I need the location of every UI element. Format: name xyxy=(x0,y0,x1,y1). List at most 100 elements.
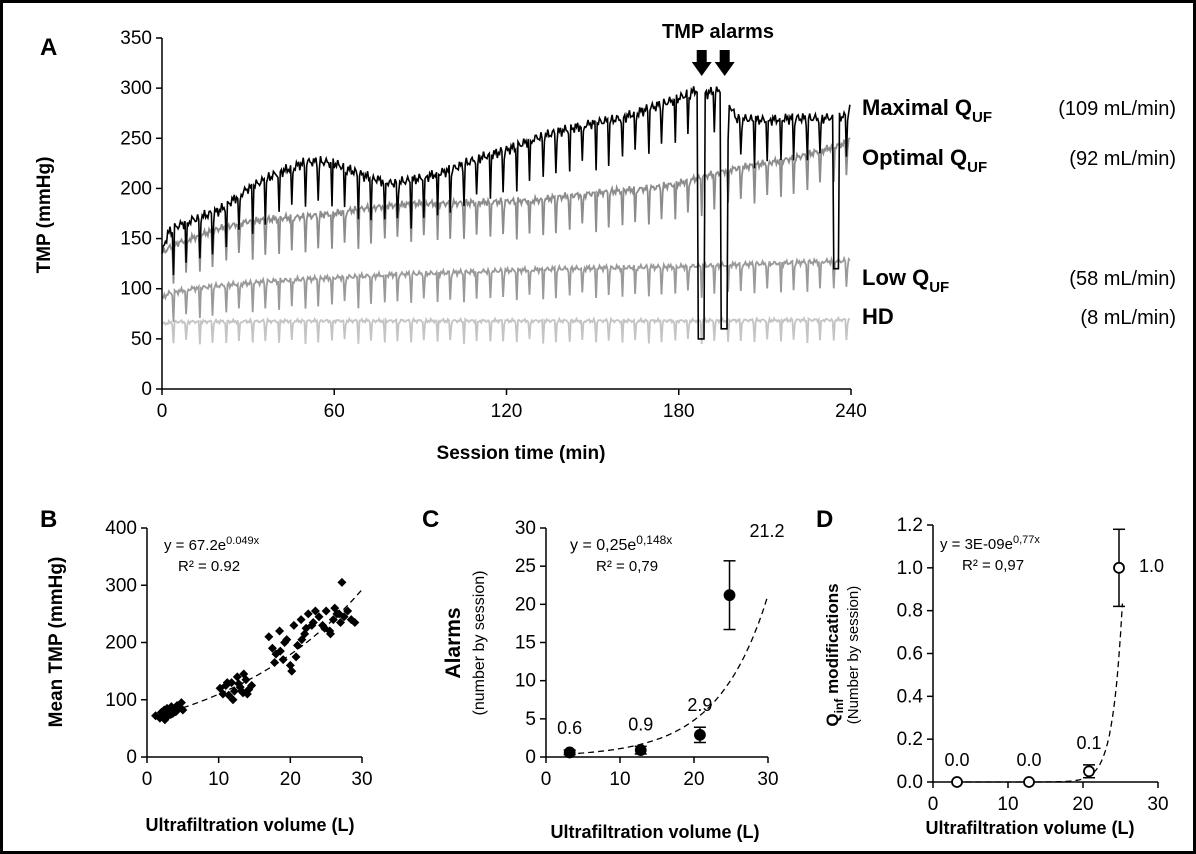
data-point xyxy=(229,686,239,696)
panel-c: C 0 5 10 15 20 25 30 0 10 20 30 0.6 0.9 2.9 21.2 y = … xyxy=(422,506,785,842)
panel-a-series xyxy=(161,86,851,345)
data-label: 2.9 xyxy=(687,695,712,715)
y-tick-label: 0 xyxy=(126,747,137,768)
y-tick-label: 0.8 xyxy=(897,601,923,622)
series-label-low-name: Low QUF xyxy=(862,265,949,296)
data-point xyxy=(308,617,318,627)
panel-d-points: 0.0 0.0 0.1 1.0 xyxy=(944,528,1164,788)
x-tick-label: 10 xyxy=(609,769,630,790)
data-point xyxy=(275,626,285,636)
data-point xyxy=(337,577,347,587)
data-point xyxy=(951,776,963,788)
data-point xyxy=(336,617,345,627)
y-tick-label: 10 xyxy=(515,671,536,692)
panel-b-x-title: Ultrafiltration volume (L) xyxy=(145,815,354,835)
x-tick-label: 20 xyxy=(280,769,301,790)
data-point xyxy=(310,606,320,616)
x-tick-label: 240 xyxy=(835,401,867,422)
data-point xyxy=(287,666,297,676)
trendline xyxy=(568,595,769,755)
data-point xyxy=(171,706,181,716)
panel-c-r2: R² = 0,79 xyxy=(596,558,658,575)
panel-c-y-subtitle: (number by session) xyxy=(471,571,488,716)
panel-d-y-title-rest: modifications xyxy=(823,583,842,698)
y-tick-label: 50 xyxy=(131,329,152,350)
panel-a-y-title: TMP (mmHg) xyxy=(34,157,55,274)
y-tick-label: 0.6 xyxy=(897,644,923,665)
y-tick-label: 0 xyxy=(141,379,152,400)
y-tick-label: 100 xyxy=(105,690,137,711)
panel-a-x-ticks: 0 60 120 180 240 xyxy=(157,389,867,422)
y-tick-label: 300 xyxy=(105,575,137,596)
data-label: 1.0 xyxy=(1139,556,1164,576)
x-tick-label: 30 xyxy=(757,769,778,790)
data-point xyxy=(237,686,247,696)
x-tick-label: 30 xyxy=(351,769,372,790)
series-low-sub: UF xyxy=(929,279,949,296)
panel-d-y-title: Qinf modifications xyxy=(823,583,846,726)
panel-b-points xyxy=(151,577,360,725)
panel-c-ticks: 0 5 10 15 20 25 30 0 10 20 30 xyxy=(515,518,779,790)
data-point xyxy=(280,638,290,647)
series-label-low: Low QUF (58 mL/min) xyxy=(862,265,1176,296)
series-low-rate: (58 mL/min) xyxy=(1069,268,1176,290)
data-point xyxy=(297,635,307,645)
data-point xyxy=(239,669,249,679)
series-maximal-name: Maximal Q xyxy=(862,95,972,120)
panel-a: A 0 50 100 150 200 250 300 350 0 60 120 180 240 TMP… xyxy=(34,21,1176,464)
data-point xyxy=(267,643,277,653)
data-label: 0.0 xyxy=(944,750,969,770)
y-tick-label: 150 xyxy=(120,229,152,250)
y-tick-label: 0.0 xyxy=(897,772,923,793)
panel-b-ticks: 0 100 200 300 400 0 10 20 30 xyxy=(105,518,372,790)
data-label: 0.9 xyxy=(628,714,653,734)
panel-d-ticks: 0.0 0.2 0.4 0.6 0.8 1.0 1.2 0 10 20 30 xyxy=(897,515,1169,815)
series-label-optimal: Optimal QUF (92 mL/min) xyxy=(862,145,1176,176)
panel-a-y-ticks: 0 50 100 150 200 250 300 350 xyxy=(120,28,162,400)
data-point xyxy=(275,646,285,656)
data-point xyxy=(228,695,238,705)
data-point xyxy=(301,623,311,633)
panel-c-points: 0.6 0.9 2.9 21.2 xyxy=(557,521,785,759)
panel-d-equation-exp: 0,77x xyxy=(1013,534,1040,546)
tmp-alarms-label: TMP alarms xyxy=(662,21,774,43)
panel-d: D 0.0 0.2 0.4 0.6 0.8 1.0 1.2 0 10 20 30 0.0 0.0 0.1… xyxy=(816,506,1169,838)
data-point xyxy=(291,652,301,662)
series-hd-rate: (8 mL/min) xyxy=(1080,307,1176,329)
y-tick-label: 300 xyxy=(120,78,152,99)
series-maximal-sub: UF xyxy=(972,109,992,126)
panel-c-y-title: Alarms xyxy=(442,607,465,678)
x-tick-label: 10 xyxy=(997,794,1018,815)
data-point xyxy=(1113,561,1125,574)
panel-c-equation-exp: 0,148x xyxy=(636,533,672,547)
panel-d-x-title: Ultrafiltration volume (L) xyxy=(925,818,1134,838)
data-point xyxy=(320,623,330,633)
trendline xyxy=(154,589,363,718)
panel-b-equation-base: y = 67.2e xyxy=(164,537,226,554)
x-tick-label: 30 xyxy=(1147,794,1168,815)
data-point xyxy=(176,698,186,708)
data-point xyxy=(343,606,353,616)
series-label-optimal-name: Optimal QUF xyxy=(862,145,987,176)
data-point xyxy=(321,606,331,616)
data-point xyxy=(330,603,340,613)
x-tick-label: 0 xyxy=(928,794,939,815)
data-point xyxy=(160,715,170,725)
y-tick-label: 250 xyxy=(120,128,152,149)
data-point xyxy=(314,612,324,622)
data-point xyxy=(278,655,288,665)
tmp-alarm-arrow xyxy=(691,50,712,76)
data-point xyxy=(334,609,344,619)
panel-d-y-title-sub: inf xyxy=(832,698,846,714)
data-point xyxy=(563,746,576,759)
y-tick-label: 200 xyxy=(105,633,137,654)
x-tick-label: 0 xyxy=(142,769,153,790)
data-label: 21.2 xyxy=(750,521,785,541)
y-tick-label: 30 xyxy=(515,518,536,539)
data-point xyxy=(303,609,313,619)
series-optimal-name: Optimal Q xyxy=(862,145,967,170)
tmp-alarm-arrows xyxy=(691,50,735,76)
series-optimal-rate: (92 mL/min) xyxy=(1069,148,1176,170)
panel-c-letter: C xyxy=(422,506,439,533)
